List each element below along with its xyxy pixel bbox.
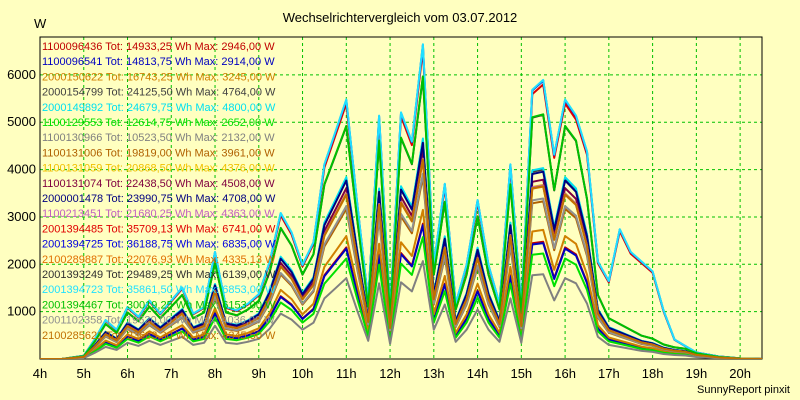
legend-entry-1100130966: 1100130966 Tot: 10523,50 Wh Max: 2132,00… [42,132,275,144]
y-tick-label-1: 2000 [7,256,36,271]
y-tick-label-2: 3000 [7,209,36,224]
legend-entry-2000150622: 2000150622 Tot: 16743,25 Wh Max: 3245,00… [42,71,276,83]
series-line-2000150622 [40,208,762,359]
legend-entry-1100213451: 1100213451 Tot: 21680,25 Wh Max: 4363,00… [42,208,275,220]
x-tick-label-15: 19h [686,366,708,381]
x-tick-label-9: 13h [423,366,445,381]
legend-entry-2001394467: 2001394467 Tot: 30019,25 Wh Max: 6153,00… [42,299,276,311]
legend-entry-2000149892: 2000149892 Tot: 24679,75 Wh Max: 4800,00… [42,102,276,114]
y-tick-label-5: 6000 [7,67,36,82]
legend-entry-1100131006: 1100131006 Tot: 19819,00 Wh Max: 3961,00… [42,147,275,159]
legend-entry-2001394723: 2001394723 Tot: 35861,50 Wh Max: 6853,00… [42,284,276,296]
plot-frame [39,36,763,360]
series-line-1100129553 [40,236,762,359]
legend-entry-1100131059: 1100131059 Tot: 20868,50 Wh Max: 4376,00… [42,163,275,175]
footer-credit: SunnyReport pinxit [697,384,790,396]
x-tick-label-10: 14h [467,366,489,381]
y-axis-label: W [34,16,47,31]
y-tick-label-3: 4000 [7,162,36,177]
legend-entry-2001394725: 2001394725 Tot: 36188,75 Wh Max: 6835,00… [42,239,276,251]
legend-entry-2001393249: 2001393249 Tot: 29489,25 Wh Max: 6139,00… [42,269,276,281]
y-tick-label-0: 1000 [7,304,36,319]
x-tick-label-3: 7h [164,366,178,381]
x-tick-label-5: 9h [252,366,266,381]
chart-title: Wechselrichtervergleich vom 03.07.2012 [282,10,518,25]
x-tick-label-6: 10h [292,366,314,381]
x-tick-label-4: 8h [208,366,222,381]
x-tick-label-12: 16h [554,366,576,381]
legend-entry-2100289887: 2100289887 Tot: 22076,93 Wh Max: 4335,13… [42,254,276,266]
legend-entry-2001102358: 2001102358 Tot: 19620,00 Wh Max: 4036,00… [42,315,275,327]
legend-entry-1100096541: 1100096541 Tot: 14813,75 Wh Max: 2914,00… [42,56,275,68]
legend-entry-2000154799: 2000154799 Tot: 24125,50 Wh Max: 4764,00… [42,87,276,99]
legend-entry-1100096436: 1100096436 Tot: 14933,25 Wh Max: 2946,00… [42,41,275,53]
x-tick-label-0: 4h [33,366,47,381]
x-tick-label-1: 5h [77,366,91,381]
series-line-1100130966 [40,260,762,359]
x-tick-label-13: 17h [598,366,620,381]
x-tick-label-11: 15h [510,366,532,381]
x-tick-label-2: 6h [120,366,134,381]
legend-entry-2100285621: 2100285621 Tot: 23683,30 Wh Max: 4345,50… [42,330,276,342]
y-tick-label-4: 5000 [7,114,36,129]
legend-entry-1100131074: 1100131074 Tot: 22438,50 Wh Max: 4508,00… [42,178,275,190]
legend-entry-1100129553: 1100129553 Tot: 12614,75 Wh Max: 2652,00… [42,117,275,129]
legend-entry-2000001478: 2000001478 Tot: 23990,75 Wh Max: 4708,00… [42,193,276,205]
legend-entry-2001394485: 2001394485 Tot: 35709,13 Wh Max: 6741,00… [42,223,276,235]
x-tick-label-14: 18h [642,366,664,381]
series-line-2001394467 [40,75,762,359]
x-tick-label-7: 11h [336,366,357,381]
series-line-2100285621 [40,158,762,359]
x-tick-label-8: 12h [379,366,401,381]
x-tick-label-16: 20h [729,366,751,381]
